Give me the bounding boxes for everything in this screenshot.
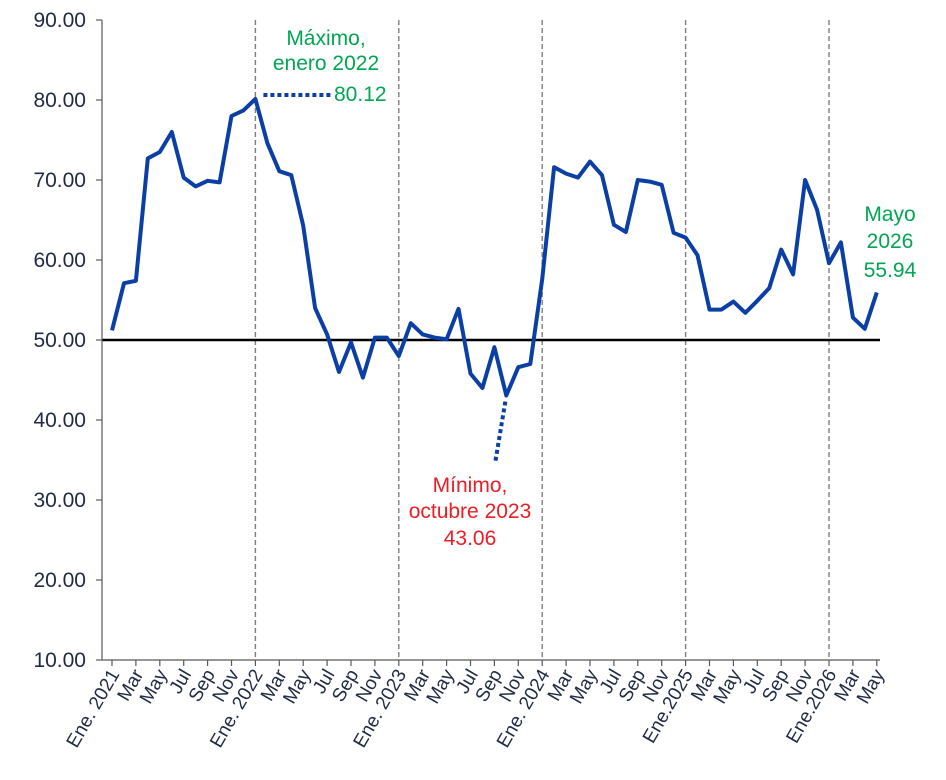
min-annotation-label: Mínimo, [433, 474, 508, 497]
min-annotation-value: 43.06 [444, 527, 497, 550]
annotation-leaders [263, 93, 508, 462]
y-tick-label: 70.00 [33, 169, 86, 192]
y-tick-label: 60.00 [33, 249, 86, 272]
y-tick-label: 80.00 [33, 89, 86, 112]
series-line [110, 97, 879, 398]
y-tick-label: 50.00 [33, 329, 86, 352]
last-annotation-year: 2026 [867, 230, 914, 253]
y-tick-label: 20.00 [33, 569, 86, 592]
max-annotation-value: 80.12 [334, 83, 387, 106]
y-tick-label: 40.00 [33, 409, 86, 432]
max-annotation-label: Máximo, [286, 27, 365, 50]
y-tick-label: 30.00 [33, 489, 86, 512]
y-tick-label: 10.00 [33, 649, 86, 672]
y-axis-ticks: 10.00 20.00 30.00 40.00 50.00 60.00 70.00 80.00… [33, 9, 102, 672]
last-annotation-value: 55.94 [864, 259, 917, 282]
x-tick-label: Ene. 2021 [63, 666, 125, 752]
min-annotation: Mínimo, octubre 2023 43.06 [409, 474, 532, 550]
max-annotation: Máximo, enero 2022 80.12 [273, 27, 387, 106]
max-annotation-date: enero 2022 [273, 52, 379, 75]
last-annotation-label: Mayo [864, 203, 915, 226]
min-leader-line [493, 401, 508, 462]
x-tick-label: May [853, 666, 889, 708]
last-annotation: Mayo 2026 55.94 [864, 203, 917, 282]
y-tick-label: 90.00 [33, 9, 86, 32]
min-annotation-date: octubre 2023 [409, 500, 532, 523]
